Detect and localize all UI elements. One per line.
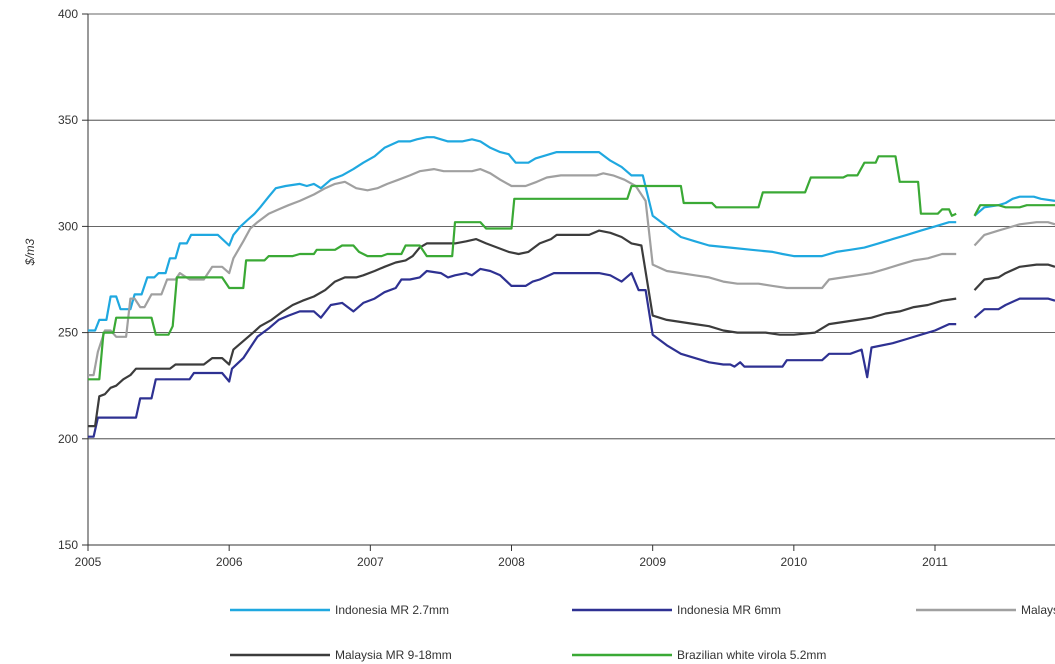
gridlines <box>88 13 1055 440</box>
x-tick-label: 2011 <box>922 555 948 569</box>
series-line-3 <box>88 229 1055 428</box>
x-tick-label: 2009 <box>639 555 666 569</box>
legend-item: Malaysia MR 9-18mm <box>230 648 452 662</box>
series-line-1 <box>88 267 1055 438</box>
y-tick-label: 400 <box>58 7 78 21</box>
legend-label: Indonesia MR 2.7mm <box>335 603 449 617</box>
x-tick-labels: 2005 2006 2007 2008 2009 2010 2011 <box>75 545 948 569</box>
legend-label: Malaysia MR 3mm <box>1021 603 1055 617</box>
series-line-4 <box>88 155 1055 381</box>
x-tick-label: 2006 <box>216 555 243 569</box>
legend: Indonesia MR 2.7mm Indonesia MR 6mm Malays… <box>230 603 1055 662</box>
legend-label: Malaysia MR 9-18mm <box>335 648 452 662</box>
y-tick-label: 350 <box>58 113 78 127</box>
legend-item: Indonesia MR 2.7mm <box>230 603 449 617</box>
legend-label: Brazilian white virola 5.2mm <box>677 648 826 662</box>
legend-label: Indonesia MR 6mm <box>677 603 781 617</box>
legend-item: Malaysia MR 3mm <box>916 603 1055 617</box>
x-tick-label: 2008 <box>498 555 525 569</box>
series-line-2 <box>88 168 1055 377</box>
legend-item: Indonesia MR 6mm <box>572 603 781 617</box>
legend-item: Brazilian white virola 5.2mm <box>572 648 826 662</box>
x-tick-label: 2005 <box>75 555 102 569</box>
y-axis-label: $/m3 <box>23 238 37 266</box>
x-tick-label: 2007 <box>357 555 384 569</box>
y-tick-label: 150 <box>58 538 78 552</box>
series-lines <box>88 136 1055 438</box>
series-line-0 <box>88 136 1055 332</box>
y-tick-label: 300 <box>58 219 78 233</box>
x-tick-label: 2010 <box>780 555 807 569</box>
y-tick-labels: 150 200 250 300 350 400 <box>58 7 88 552</box>
axes <box>87 14 1055 546</box>
y-tick-label: 200 <box>58 432 78 446</box>
y-tick-label: 250 <box>58 326 78 340</box>
